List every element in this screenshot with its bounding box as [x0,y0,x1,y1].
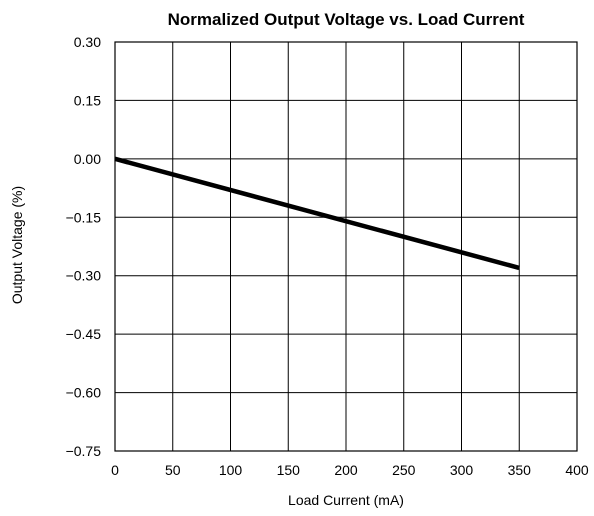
y-axis-label: Output Voltage (%) [9,186,25,304]
y-tick-label: −0.15 [66,209,102,225]
series-layer [114,156,520,271]
x-axis-label: Load Current (mA) [288,492,404,508]
x-tick-label: 400 [565,462,589,478]
chart-title: Normalized Output Voltage vs. Load Curre… [168,10,525,29]
y-tick-label: 0.30 [74,34,101,50]
x-axis-ticks: 0 50 100 150 200 250 300 350 400 [111,462,589,478]
x-tick-label: 150 [277,462,301,478]
x-tick-label: 250 [392,462,416,478]
x-tick-label: 300 [450,462,474,478]
x-tick-label: 50 [165,462,181,478]
y-tick-label: −0.45 [66,326,102,342]
x-tick-label: 100 [219,462,243,478]
grid-lines [114,41,578,452]
y-axis-ticks: 0.30 0.15 0.00 −0.15 −0.30 −0.45 −0.60 −0.75 [66,34,102,459]
x-tick-label: 200 [334,462,358,478]
y-tick-label: 0.00 [74,151,101,167]
y-tick-label: −0.60 [66,385,102,401]
y-tick-label: −0.30 [66,268,102,284]
x-tick-label: 350 [508,462,532,478]
x-tick-label: 0 [111,462,119,478]
plot-frame [114,41,578,452]
y-tick-label: −0.75 [66,443,102,459]
y-tick-label: 0.15 [74,92,101,108]
series-line [114,156,520,271]
